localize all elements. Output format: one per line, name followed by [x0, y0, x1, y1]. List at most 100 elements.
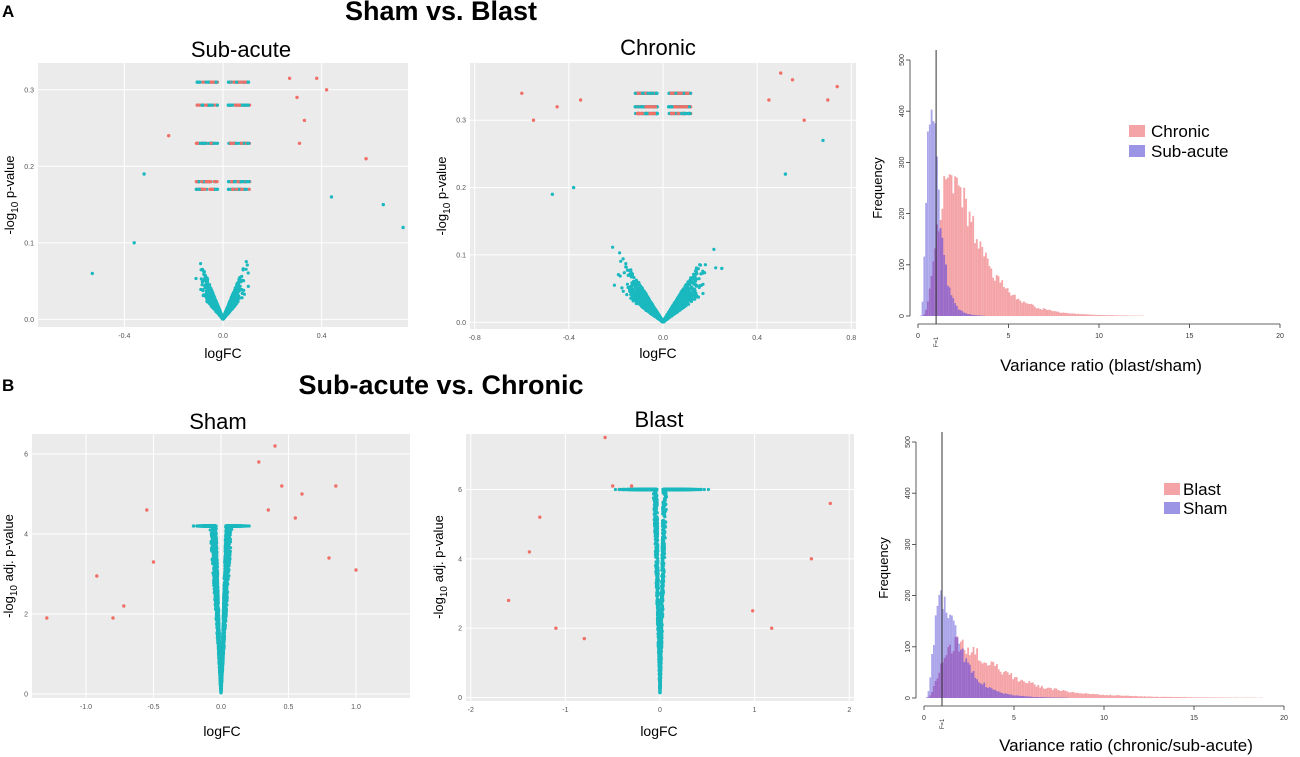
y-axis-label: -log10 p-value: [2, 155, 21, 234]
data-point: [240, 187, 244, 191]
data-point: [199, 262, 203, 266]
data-point: [625, 282, 630, 286]
data-point: [232, 302, 236, 306]
data-point: [246, 141, 250, 145]
data-point: [225, 308, 229, 312]
data-point: [195, 141, 200, 145]
data-point: [201, 280, 205, 284]
data-point: [202, 293, 206, 297]
plot-title: Sub-acute: [191, 37, 291, 62]
data-point: [210, 103, 214, 107]
outlier-point: [324, 88, 329, 92]
data-point: [712, 247, 716, 251]
data-point: [232, 297, 236, 301]
panel-a-label: A: [2, 2, 14, 21]
data-point: [619, 259, 623, 263]
data-point: [625, 268, 630, 272]
data-point: [714, 266, 718, 270]
data-point: [242, 279, 246, 283]
x-axis-label: logFC: [204, 345, 241, 361]
data-point: [210, 80, 214, 84]
outlier-point: [132, 241, 136, 245]
data-point: [231, 187, 235, 191]
data-point: [628, 290, 632, 294]
data-point: [227, 80, 231, 84]
data-point: [206, 80, 210, 84]
data-point: [199, 277, 203, 281]
data-point: [235, 80, 239, 84]
data-point: [247, 187, 251, 191]
data-point: [206, 180, 210, 184]
data-point: [701, 282, 705, 286]
data-point: [210, 301, 215, 305]
plot-title: Chronic: [620, 35, 696, 60]
data-point: [208, 285, 212, 290]
data-point: [227, 303, 231, 307]
data-point: [207, 292, 211, 296]
data-point: [198, 80, 202, 84]
data-point: [234, 141, 238, 145]
data-point: [688, 279, 692, 283]
data-point: [204, 274, 208, 279]
data-point: [237, 103, 242, 107]
data-point: [241, 180, 245, 184]
data-point: [200, 103, 204, 107]
data-point: [205, 287, 209, 291]
data-point: [626, 273, 630, 277]
data-point: [230, 103, 234, 107]
outlier-point: [287, 76, 292, 81]
data-point: [239, 141, 243, 145]
data-point: [201, 80, 205, 84]
data-point: [701, 291, 705, 296]
data-point: [226, 103, 230, 107]
data-point: [208, 187, 212, 191]
data-point: [698, 284, 702, 288]
data-point: [212, 180, 216, 184]
x-tick-label: -0.4: [118, 333, 130, 340]
data-point: [211, 298, 215, 302]
outlier-point: [315, 76, 319, 81]
data-point: [206, 298, 210, 303]
data-point: [246, 271, 250, 275]
data-point: [204, 282, 208, 286]
y-tick-label: 0.0: [24, 317, 34, 324]
data-point: [202, 270, 206, 274]
data-point: [215, 187, 219, 191]
data-point: [241, 103, 245, 107]
data-point: [240, 274, 244, 278]
data-point: [211, 291, 215, 295]
outlier-point: [401, 225, 405, 230]
data-point: [194, 276, 198, 281]
data-point: [241, 267, 245, 271]
data-point: [223, 314, 227, 318]
data-point: [205, 296, 209, 300]
data-point: [197, 187, 201, 191]
data-point: [612, 283, 617, 287]
data-point: [235, 290, 239, 294]
data-point: [244, 260, 248, 264]
x-tick-label: 0.0: [218, 333, 228, 340]
data-point: [203, 187, 207, 191]
volcano-plot-sub-acute: Sub-acute -0.4 0.0 0.40.00.10.20.3 logFC -…: [2, 37, 408, 361]
data-point: [215, 180, 219, 184]
outlier-point: [295, 95, 299, 100]
data-point: [236, 180, 240, 184]
outlier-point: [364, 157, 368, 161]
data-point: [195, 103, 199, 107]
data-point: [246, 80, 250, 84]
panel-b-heading: Sub-acute vs. Chronic: [298, 370, 583, 400]
outlier-point: [329, 195, 334, 199]
data-point: [200, 283, 204, 287]
x-tick-label: 0.4: [317, 333, 327, 340]
data-point: [211, 187, 215, 191]
data-point: [211, 305, 215, 309]
data-point: [235, 187, 239, 191]
data-point: [204, 279, 208, 283]
y-tick-label: 0.2: [24, 164, 34, 171]
panel-b-label: B: [2, 376, 14, 395]
data-point: [200, 180, 204, 184]
outlier-point: [142, 172, 146, 176]
data-point: [203, 141, 208, 145]
data-point: [244, 103, 248, 107]
